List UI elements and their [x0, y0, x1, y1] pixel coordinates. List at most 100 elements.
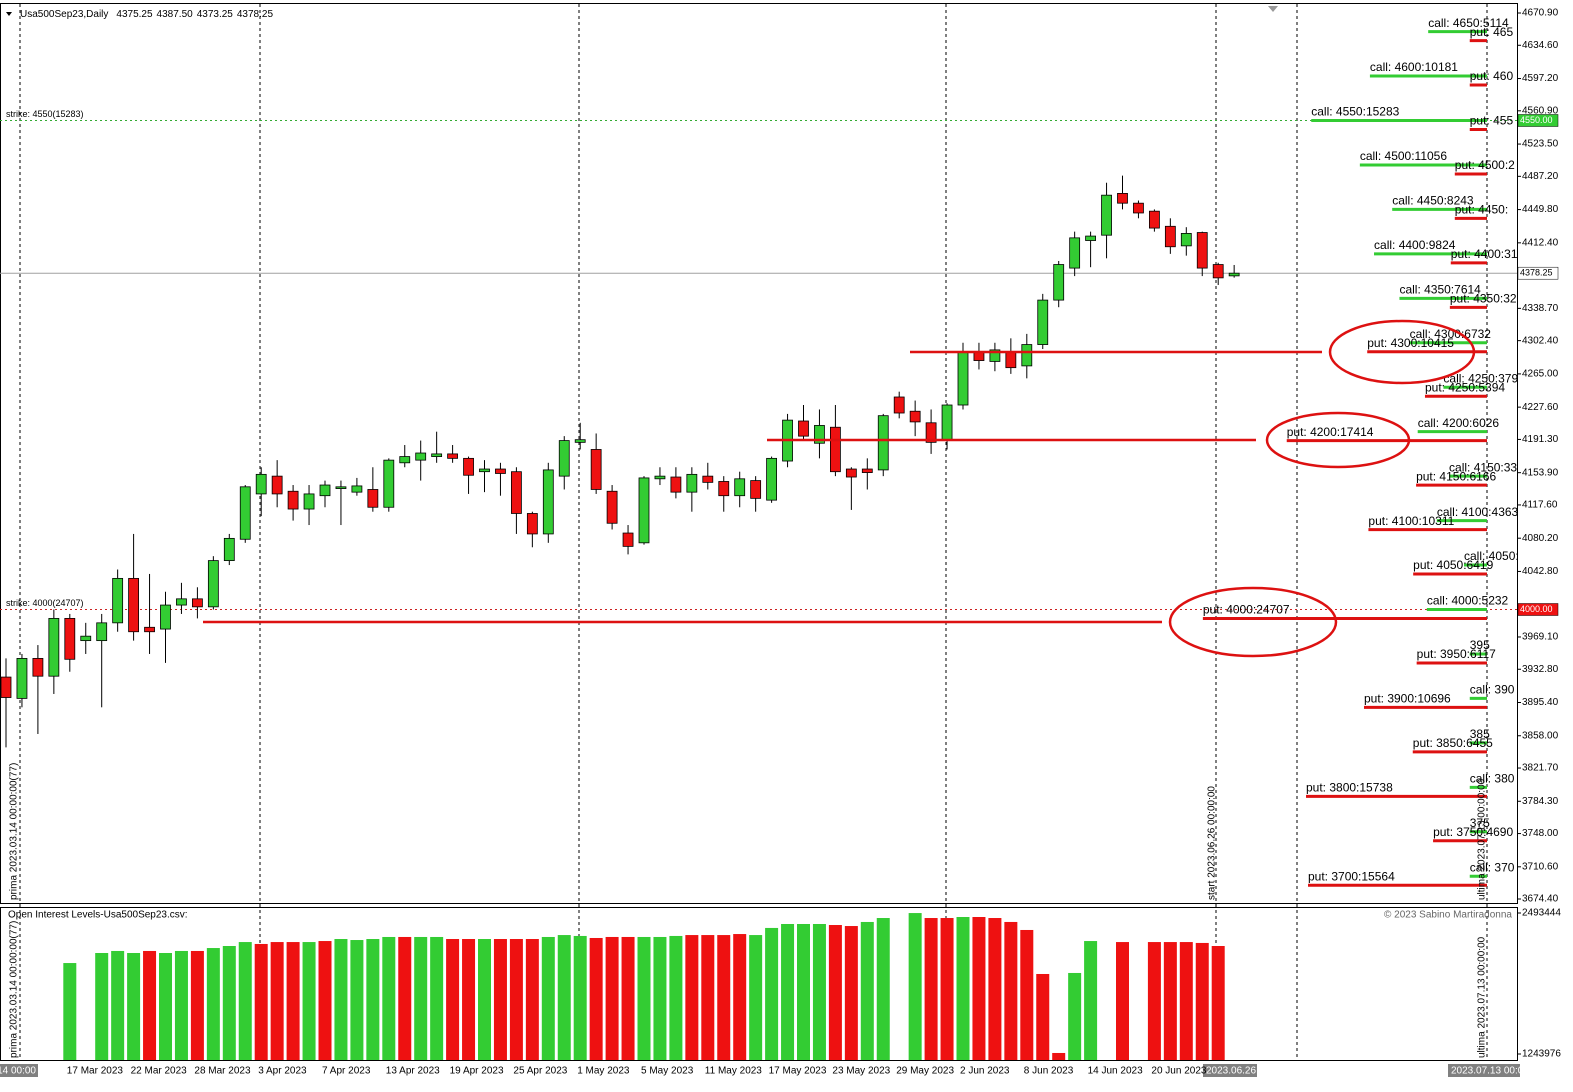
y-tick-label: 4227.60 — [1522, 402, 1559, 413]
ultima-label: ultima 2023.07.13 00:00:00 — [1477, 936, 1488, 1058]
bar — [940, 918, 954, 1060]
ohlc: 4373.25 — [197, 9, 234, 20]
x-tick-label: 29 May 2023 — [896, 1066, 954, 1077]
ultima-label: ultima 2023.07.13 00:00:00 — [1477, 778, 1488, 900]
bar — [63, 963, 77, 1060]
candle-body — [32, 658, 44, 677]
candle-body — [558, 440, 570, 477]
candle-body — [223, 537, 235, 562]
x-tick-label: 22 Mar 2023 — [131, 1066, 188, 1077]
candle-body — [160, 604, 171, 630]
put-label: put: 4000:24707 — [1203, 603, 1290, 617]
candle-body — [590, 449, 602, 490]
call-label: call: 4350:7614 — [1399, 282, 1481, 296]
x-tick-label: 7 Apr 2023 — [322, 1066, 371, 1077]
candle-body — [399, 456, 411, 464]
candle-body — [479, 468, 490, 473]
x-tick-label: 14 Jun 2023 — [1088, 1066, 1143, 1077]
candle-body — [191, 598, 203, 608]
candle-body — [638, 477, 650, 544]
bar — [414, 936, 428, 1060]
strike-label: strike: 4000(24707) — [6, 598, 84, 608]
bar — [1084, 941, 1098, 1060]
candle-body — [989, 349, 1001, 362]
price-box-label: 4378.25 — [1520, 268, 1553, 278]
candle-body — [893, 396, 905, 414]
candle-body — [1164, 225, 1176, 248]
bar — [509, 939, 523, 1060]
candle-body — [447, 453, 459, 459]
put-label: put: 4100:10311 — [1368, 514, 1454, 528]
candle-body — [1212, 264, 1224, 279]
y-tick-label: 3748.00 — [1522, 828, 1559, 839]
y-tick-label: 4265.00 — [1522, 369, 1559, 380]
call-label: call: 4100:4363 — [1437, 505, 1519, 519]
y-tick-label: 1243976 — [1522, 1049, 1561, 1060]
bar — [95, 952, 109, 1060]
scroll-marker — [1268, 6, 1278, 12]
bar — [924, 918, 938, 1060]
candle-body — [1021, 344, 1033, 367]
candle-body — [176, 598, 187, 606]
call-label: call: 4450:8243 — [1392, 194, 1474, 208]
candle-body — [1117, 193, 1128, 204]
x-tick-label: 17 Mar 2023 — [67, 1066, 124, 1077]
candle-body — [877, 415, 889, 471]
candle-body — [798, 420, 809, 437]
candle-body — [1085, 235, 1096, 241]
candle-body — [1196, 232, 1208, 269]
candle-body — [319, 484, 331, 497]
put-label: put: 3750:4690 — [1433, 825, 1513, 839]
candle-body — [1069, 237, 1081, 269]
bar — [781, 923, 795, 1060]
bar — [669, 935, 683, 1060]
candle-body — [287, 490, 299, 510]
y-tick-label: 4117.60 — [1522, 500, 1558, 511]
call-label: call: 4200:6026 — [1418, 416, 1500, 430]
prima-label: prima 2023.03.14 00:00:00(77) — [9, 763, 20, 900]
x-tick-label: 8 Jun 2023 — [1024, 1066, 1074, 1077]
bar — [621, 936, 635, 1060]
price-box — [1517, 603, 1559, 616]
date-marker: 2023.07.13 00:00 — [1451, 1066, 1529, 1077]
candle-body — [383, 459, 395, 508]
candle-body — [734, 478, 746, 497]
date-marker: 2023.03.14 00:00 — [0, 1066, 36, 1077]
bar — [605, 936, 619, 1060]
put-label: put: 460 — [1470, 69, 1514, 83]
bar — [270, 942, 284, 1060]
candle-body — [957, 352, 969, 406]
candle-body — [909, 410, 921, 423]
candle-body — [351, 485, 363, 493]
bar — [860, 921, 874, 1060]
candle-body — [845, 468, 857, 478]
x-tick-label: 3 Apr 2023 — [258, 1066, 307, 1077]
bar — [366, 939, 380, 1060]
date-marker: 2023.06.26 00:00 — [1206, 1066, 1284, 1077]
x-tick-label: 1 May 2023 — [577, 1066, 630, 1077]
put-label: put: 4200:17414 — [1287, 425, 1374, 439]
candle-body — [16, 658, 28, 699]
candle-body — [830, 426, 841, 473]
ohlc: 4387.50 — [157, 9, 194, 20]
candle-body — [1005, 351, 1017, 369]
price-box-label: 4000.00 — [1520, 604, 1553, 614]
call-label: call: 4250:379 — [1443, 371, 1518, 385]
put-label: put: 3700:15564 — [1308, 869, 1395, 883]
candle-body — [750, 480, 762, 499]
candle-body — [367, 489, 379, 508]
candle-body — [861, 468, 873, 473]
x-tick-label: 5 May 2023 — [641, 1066, 694, 1077]
candle-body — [255, 473, 267, 495]
call-label: call: 370 — [1470, 860, 1515, 874]
candle-body — [1037, 299, 1049, 345]
bar — [127, 952, 141, 1060]
y-tick-label: 4042.80 — [1522, 566, 1559, 577]
bar — [1004, 921, 1018, 1060]
bar — [462, 939, 476, 1060]
x-tick-label: 11 May 2023 — [705, 1066, 763, 1077]
x-tick-label: 25 Apr 2023 — [513, 1066, 567, 1077]
bar — [1179, 942, 1193, 1060]
annotations — [203, 319, 1476, 658]
price-box — [1517, 114, 1559, 127]
